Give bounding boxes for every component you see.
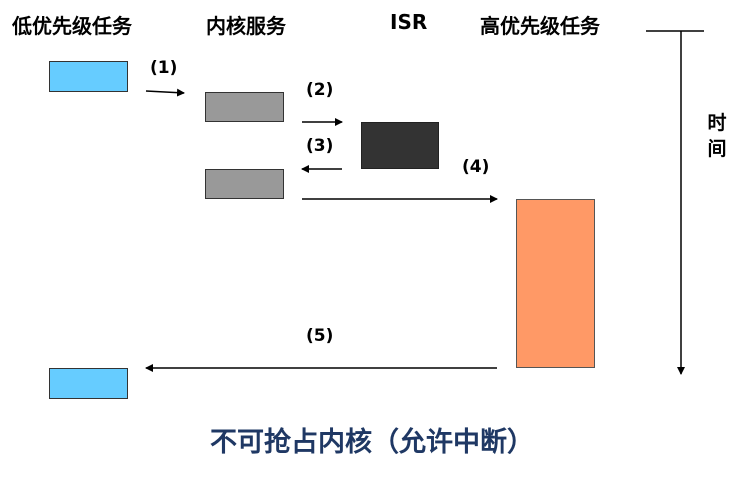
step-label-3: (3) <box>306 136 334 156</box>
kernel-service-block-2 <box>205 169 284 199</box>
step-label-4: (4) <box>462 157 490 177</box>
step-label-2: (2) <box>306 80 334 100</box>
header-low-priority-task: 低优先级任务 <box>12 14 132 38</box>
header-high-priority-task: 高优先级任务 <box>480 14 600 38</box>
low-task-block-resume <box>49 368 128 399</box>
low-task-block-start <box>49 61 128 92</box>
high-task-block <box>516 199 595 368</box>
step-label-1: (1) <box>150 58 178 78</box>
header-kernel-service: 内核服务 <box>206 14 286 38</box>
step-label-5: (5) <box>306 326 334 346</box>
isr-block <box>361 122 439 169</box>
diagram-caption: 不可抢占内核（允许中断） <box>210 427 534 458</box>
time-axis-label: 时间 <box>707 112 727 160</box>
header-isr: ISR <box>390 10 428 34</box>
kernel-service-block-1 <box>205 92 284 122</box>
arrow-step-1 <box>145 88 185 97</box>
